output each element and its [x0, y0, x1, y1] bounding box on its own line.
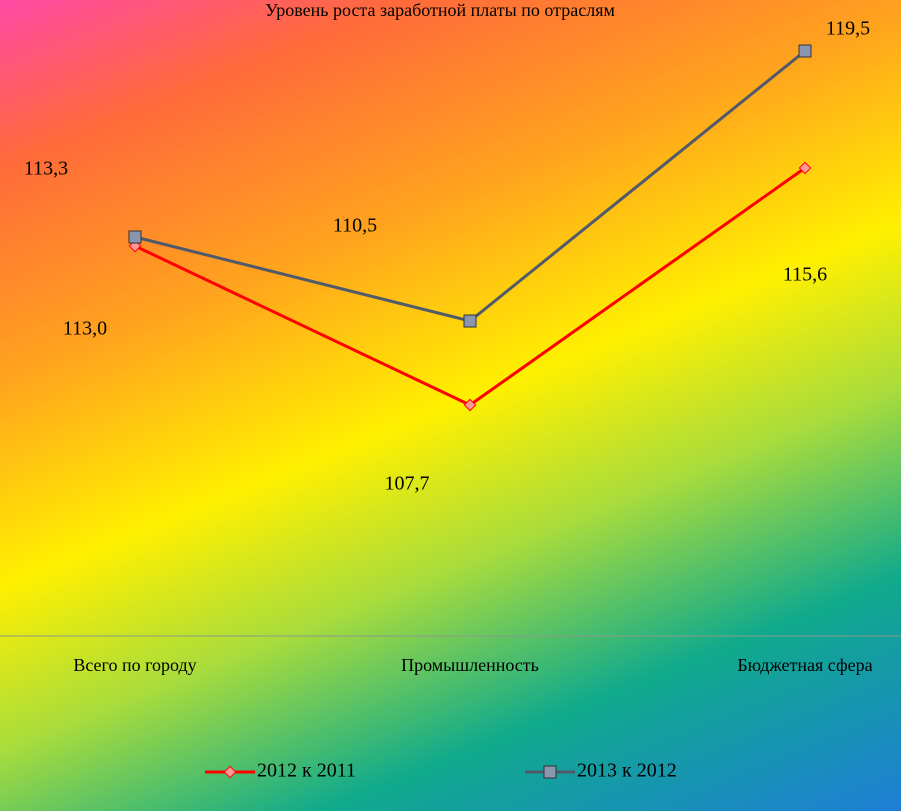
legend-marker — [223, 765, 237, 779]
data-label: 107,7 — [385, 473, 430, 495]
data-label: 110,5 — [333, 215, 377, 237]
series-line — [134, 49, 806, 323]
chart-title: Уровень роста заработной платы по отрасл… — [265, 0, 615, 20]
x-tick-label: Промышленность — [401, 655, 539, 675]
series-line — [134, 166, 806, 407]
marker — [128, 230, 142, 244]
x-tick-label: Бюджетная сфера — [737, 655, 872, 675]
legend-label: 2012 к 2011 — [257, 760, 356, 782]
marker — [798, 44, 812, 58]
x-tick-label: Всего по городу — [73, 655, 196, 675]
marker — [463, 398, 477, 412]
data-label: 113,0 — [63, 318, 107, 340]
marker — [798, 161, 812, 175]
legend-marker — [543, 765, 557, 779]
data-label: 113,3 — [24, 158, 68, 180]
data-label: 119,5 — [826, 18, 870, 40]
data-label: 115,6 — [783, 264, 827, 286]
marker — [463, 314, 477, 328]
legend-label: 2013 к 2012 — [577, 760, 677, 782]
